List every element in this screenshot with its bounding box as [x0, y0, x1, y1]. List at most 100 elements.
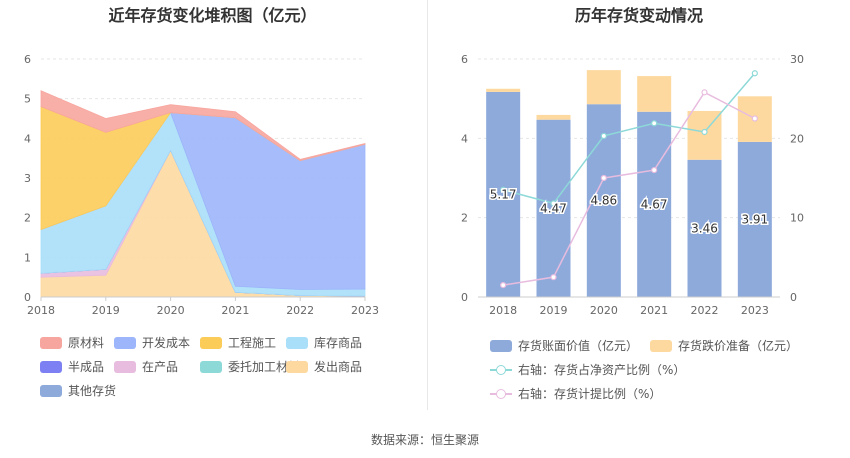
legend-swatch [650, 339, 672, 352]
right-left-y-tick-label: 2 [461, 212, 468, 225]
legend-label: 原材料 [68, 336, 105, 350]
panel-divider [427, 0, 428, 410]
bar-value-label: 4.86 [590, 194, 617, 208]
right-right-y-tick-label: 30 [790, 53, 804, 66]
legend-label: 开发成本 [142, 336, 191, 350]
bar-impairment [486, 88, 521, 92]
left-y-tick-label: 3 [24, 172, 31, 185]
point-provision-ratio[interactable] [550, 274, 557, 281]
left-y-tick-label: 0 [24, 291, 31, 304]
legend-swatch [200, 336, 222, 349]
right-x-tick-label: 2021 [640, 304, 668, 317]
left-x-tick-label: 2021 [221, 304, 249, 317]
legend-label: 工程施工 [228, 336, 277, 350]
bar-book-value [486, 91, 521, 297]
right-chart-title: 历年存货变动情况 [574, 6, 703, 25]
left-legend-item[interactable]: 其他存货 [40, 382, 116, 399]
left-x-tick-label: 2023 [351, 304, 379, 317]
legend-swatch [490, 339, 512, 352]
legend-label: 库存商品 [314, 336, 363, 350]
point-net-asset-ratio[interactable] [500, 186, 507, 193]
left-legend-item[interactable]: 发出商品 [286, 358, 362, 375]
point-net-asset-ratio[interactable] [701, 128, 708, 136]
left-x-tick-label: 2019 [92, 304, 120, 317]
left-y-tick-label: 6 [24, 53, 31, 66]
left-legend-item[interactable]: 委托加工材料 [200, 358, 300, 375]
right-legend-item[interactable]: 右轴：存货占净资产比例（%） [490, 361, 685, 378]
left-legend-item[interactable]: 在产品 [114, 358, 178, 375]
legend-swatch [286, 336, 308, 349]
right-x-tick-label: 2020 [590, 304, 618, 317]
right-x-tick-label: 2023 [741, 304, 769, 317]
left-y-tick-label: 4 [24, 132, 31, 145]
legend-line-swatch [490, 364, 512, 376]
left-legend-item[interactable]: 工程施工 [200, 334, 276, 351]
point-provision-ratio[interactable] [751, 115, 758, 122]
legend-swatch [114, 336, 136, 349]
left-x-tick-label: 2018 [27, 304, 55, 317]
bar-book-value [737, 141, 772, 297]
right-right-y-tick-label: 10 [790, 212, 804, 225]
right-legend-item[interactable]: 存货账面价值（亿元） [490, 337, 638, 354]
legend-line-swatch [490, 388, 512, 400]
area-原材料 [40, 90, 366, 161]
bar-book-value [536, 119, 571, 297]
right-left-y-tick-label: 4 [461, 132, 468, 145]
bar-value-label: 3.46 [691, 221, 718, 235]
legend-label: 委托加工材料 [228, 360, 301, 374]
bar-value-label: 3.91 [741, 212, 768, 226]
legend-swatch [40, 384, 62, 397]
right-legend-item[interactable]: 右轴：存货计提比例（%） [490, 385, 661, 402]
point-provision-ratio[interactable] [600, 174, 607, 182]
line-provision-ratio [503, 91, 756, 286]
data-source-note: 数据来源：恒生聚源 [370, 433, 479, 447]
right-right-y-tick-label: 0 [790, 291, 797, 304]
inventory-change-chart-panel: 历年存货变动情况 0 2 4 6 0 10 20 30 2018 2019 2020 2021 2022… [428, 0, 850, 410]
left-y-tick-label: 1 [24, 251, 31, 264]
left-chart-title: 近年存货变化堆积图（亿元） [108, 6, 317, 25]
inventory-bar-line-chart: 0 2 4 6 0 10 20 30 2018 2019 2020 2021 2022 2023 5.17 4… [461, 53, 804, 317]
legend-label: 半成品 [68, 360, 105, 374]
right-right-y-tick-label: 20 [790, 132, 804, 145]
left-x-tick-label: 2022 [286, 304, 314, 317]
legend-label: 其他存货 [68, 384, 117, 398]
legend-label: 存货跌价准备（亿元） [678, 339, 799, 353]
legend-swatch [114, 360, 136, 373]
bar-value-label: 5.17 [490, 187, 517, 201]
left-legend-item[interactable]: 半成品 [40, 358, 104, 375]
point-net-asset-ratio[interactable] [651, 120, 658, 127]
line-net-asset-ratio [502, 72, 756, 205]
legend-label: 在产品 [142, 360, 179, 374]
legend-swatch [40, 336, 62, 349]
left-y-tick-label: 5 [24, 93, 31, 106]
bar-impairment [586, 70, 621, 105]
bar-value-label: 4.67 [641, 197, 668, 211]
left-legend-item[interactable]: 库存商品 [286, 334, 362, 351]
point-provision-ratio[interactable] [500, 282, 507, 289]
legend-label: 右轴：存货占净资产比例（%） [518, 363, 686, 377]
legend-label: 存货账面价值（亿元） [518, 339, 639, 353]
point-net-asset-ratio[interactable] [550, 200, 557, 207]
bar-impairment [637, 76, 672, 112]
right-left-y-tick-label: 0 [461, 291, 468, 304]
point-net-asset-ratio[interactable] [751, 70, 758, 77]
legend-swatch [40, 360, 62, 373]
legend-label: 右轴：存货计提比例（%） [518, 387, 662, 401]
left-y-tick-label: 2 [24, 212, 31, 225]
right-legend-item[interactable]: 存货跌价准备（亿元） [650, 337, 798, 354]
bar-book-value [637, 111, 672, 297]
bar-value-label: 4.47 [540, 201, 567, 215]
left-legend-item[interactable]: 开发成本 [114, 334, 190, 351]
stacked-area-chart-panel: 近年存货变化堆积图（亿元） 0 1 2 3 4 5 6 2018 2019 2020 2021 202… [0, 0, 425, 410]
right-x-tick-label: 2019 [540, 304, 568, 317]
point-provision-ratio[interactable] [701, 89, 708, 96]
left-x-tick-label: 2020 [157, 304, 185, 317]
left-legend-item[interactable]: 原材料 [40, 334, 104, 351]
legend-label: 发出商品 [314, 360, 363, 374]
point-provision-ratio[interactable] [651, 166, 658, 174]
legend-swatch [200, 360, 222, 373]
right-x-tick-label: 2022 [691, 304, 719, 317]
stacked-area-chart: 0 1 2 3 4 5 6 2018 2019 2020 2021 2022 2023 [24, 53, 379, 317]
point-net-asset-ratio[interactable] [600, 132, 607, 140]
bar-book-value [687, 159, 722, 297]
